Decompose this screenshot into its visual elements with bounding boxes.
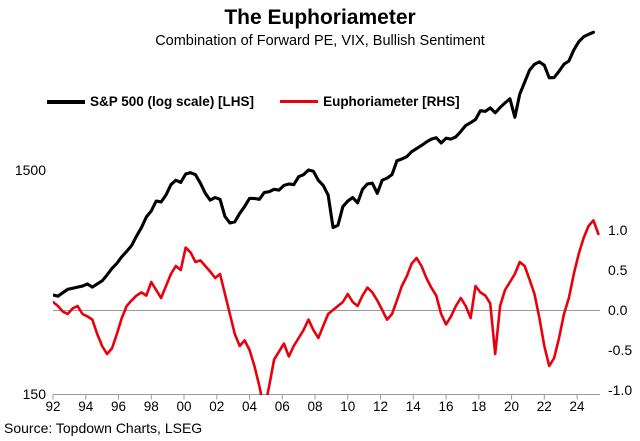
source-note: Source: Topdown Charts, LSEG	[4, 420, 203, 436]
y-axis-right-tick-minus1.0: -1.0	[608, 382, 633, 398]
x-axis-tick-label-12: 12	[373, 399, 389, 414]
y-axis-left-tick-1500: 1500	[14, 162, 46, 178]
legend-item-sp500[interactable]: S&P 500 (log scale) [LHS]	[47, 94, 254, 109]
y-axis-right-tick-0.5: 0.5	[608, 262, 628, 278]
chart-subtitle: Combination of Forward PE, VIX, Bullish …	[155, 33, 485, 49]
x-axis-tick-label-98: 98	[143, 399, 159, 414]
x-axis-tick-label-96: 96	[110, 399, 127, 414]
y-axis-right-tick-minus0.5: -0.5	[608, 342, 633, 358]
x-axis-tick-label-92: 92	[45, 399, 61, 414]
x-axis-tick-label-08: 08	[307, 399, 323, 414]
y-axis-right-tick-1.0: 1.0	[608, 222, 628, 238]
y-axis-left-tick-150: 150	[22, 386, 46, 402]
x-axis-tick-label-14: 14	[405, 399, 421, 414]
red-line-swatch	[280, 100, 319, 103]
x-axis-tick-label-24: 24	[569, 399, 585, 414]
x-axis-tick-label-94: 94	[78, 399, 94, 414]
x-axis-tick-label-00: 00	[176, 399, 192, 414]
series-line-euphoriameter	[53, 219, 600, 395]
x-axis-tick-label-04: 04	[242, 399, 258, 414]
axis-bottom	[52, 394, 600, 400]
chart-legend: S&P 500 (log scale) [LHS] Euphoriameter …	[47, 94, 460, 109]
y-axis-right-tick-0.0: 0.0	[608, 302, 628, 318]
x-axis-tick-label-22: 22	[536, 399, 552, 414]
x-axis-tick-label-20: 20	[504, 399, 520, 414]
legend-label-sp500: S&P 500 (log scale) [LHS]	[90, 94, 255, 109]
x-axis-tick-label-06: 06	[274, 399, 290, 414]
x-axis-tick-label-16: 16	[438, 399, 454, 414]
x-axis-tick-label-10: 10	[340, 399, 356, 414]
x-axis-ticks	[52, 394, 578, 400]
black-line-swatch	[47, 99, 85, 104]
x-axis-tick-label-18: 18	[471, 399, 487, 414]
x-axis-tick-label-02: 02	[209, 399, 225, 414]
chart-title: The Euphoriameter	[224, 6, 416, 29]
legend-item-euphoriameter[interactable]: Euphoriameter [RHS]	[280, 94, 460, 109]
series-line-sp500	[53, 30, 595, 298]
legend-label-euphoriameter: Euphoriameter [RHS]	[323, 94, 460, 109]
